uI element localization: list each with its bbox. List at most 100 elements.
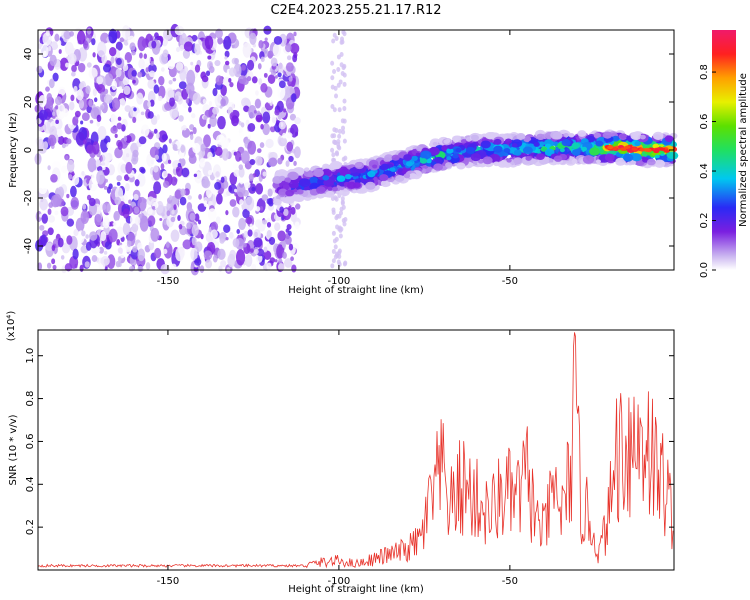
noise-speckle	[203, 134, 211, 148]
noise-speckle	[116, 122, 123, 130]
noise-speckle	[273, 35, 283, 45]
noise-speckle	[167, 159, 172, 164]
noise-speckle	[70, 125, 74, 132]
noise-speckle	[341, 129, 346, 135]
noise-speckle	[204, 35, 214, 50]
ridge-cell	[395, 174, 405, 182]
noise-speckle	[51, 258, 56, 265]
noise-speckle	[147, 208, 153, 215]
noise-speckle	[241, 97, 250, 108]
noise-speckle	[188, 89, 192, 95]
noise-speckle	[274, 259, 278, 263]
ridge-cell	[379, 174, 389, 182]
noise-speckle	[103, 250, 108, 255]
noise-speckle	[214, 59, 221, 67]
noise-speckle	[189, 133, 194, 140]
colorbar-tick-label: 0.4	[699, 163, 710, 179]
noise-speckle	[103, 185, 108, 190]
noise-speckle	[124, 59, 128, 65]
noise-speckle	[40, 197, 44, 203]
noise-speckle	[110, 114, 118, 126]
noise-speckle	[51, 111, 56, 116]
noise-speckle	[147, 101, 152, 108]
ridge-cell	[452, 153, 459, 159]
noise-speckle	[268, 157, 278, 167]
noise-speckle	[256, 254, 263, 263]
noise-speckle	[147, 63, 157, 74]
noise-speckle	[203, 115, 208, 120]
noise-speckle	[336, 66, 341, 72]
noise-speckle	[150, 61, 155, 66]
noise-speckle	[210, 229, 218, 239]
noise-speckle	[43, 141, 49, 150]
noise-speckle	[122, 77, 130, 86]
noise-speckle	[259, 206, 264, 211]
noise-speckle	[263, 246, 268, 253]
noise-speckle	[192, 126, 197, 135]
noise-speckle	[208, 100, 213, 107]
noise-speckle	[293, 31, 297, 37]
ridge-cell	[380, 179, 391, 188]
noise-speckle	[232, 68, 236, 74]
noise-speckle	[61, 143, 66, 149]
noise-speckle	[283, 108, 287, 113]
noise-speckle	[332, 238, 337, 244]
noise-speckle	[60, 206, 69, 217]
noise-speckle	[212, 106, 220, 115]
noise-speckle	[214, 28, 223, 39]
ridge-cell	[522, 146, 533, 155]
noise-speckle	[267, 50, 274, 59]
noise-speckle	[174, 95, 179, 101]
noise-speckle	[88, 197, 96, 207]
noise-speckle	[333, 244, 338, 250]
noise-speckle	[116, 181, 121, 186]
ridge-cell	[595, 140, 604, 147]
ridge-cell	[664, 135, 674, 143]
noise-speckle	[343, 217, 348, 223]
noise-speckle	[282, 251, 287, 259]
noise-speckle	[96, 76, 104, 85]
noise-speckle	[71, 64, 77, 73]
noise-speckle	[333, 85, 338, 91]
noise-speckle	[167, 59, 176, 70]
noise-speckle	[239, 132, 245, 139]
noise-speckle	[249, 32, 257, 45]
noise-speckle	[223, 35, 232, 50]
noise-speckle	[49, 54, 57, 67]
noise-speckle	[253, 249, 259, 255]
noise-speckle	[66, 159, 75, 173]
noise-speckle	[168, 138, 172, 144]
ridge-cell	[338, 185, 345, 191]
ridge-core	[624, 145, 631, 150]
y-tick-label: 40	[23, 48, 34, 61]
noise-speckle	[158, 85, 166, 99]
noise-speckle	[215, 75, 223, 86]
noise-speckle	[285, 160, 290, 167]
noise-speckle	[207, 151, 213, 160]
noise-speckle	[193, 173, 198, 178]
noise-speckle	[225, 210, 229, 216]
ridge-cell	[287, 171, 299, 180]
noise-speckle	[220, 260, 227, 268]
noise-speckle	[234, 188, 238, 193]
noise-speckle	[122, 147, 133, 164]
noise-speckle	[331, 258, 336, 264]
ridge-core	[626, 148, 633, 152]
noise-speckle	[96, 170, 105, 185]
noise-speckle	[80, 120, 84, 125]
ridge-cell	[307, 172, 314, 178]
noise-speckle	[332, 32, 337, 38]
colorbar-tick-label: 0.6	[699, 114, 710, 130]
noise-speckle	[89, 231, 98, 241]
noise-speckle	[140, 111, 145, 116]
noise-speckle	[244, 254, 253, 267]
noise-speckle	[73, 209, 81, 219]
noise-speckle	[133, 193, 139, 201]
ridge-cell	[639, 134, 646, 140]
noise-speckle	[337, 145, 342, 151]
noise-speckle	[281, 240, 287, 248]
noise-speckle	[205, 259, 213, 269]
noise-speckle	[178, 223, 183, 230]
y-tick-label: 1.0	[25, 348, 36, 364]
noise-speckle	[88, 99, 93, 108]
